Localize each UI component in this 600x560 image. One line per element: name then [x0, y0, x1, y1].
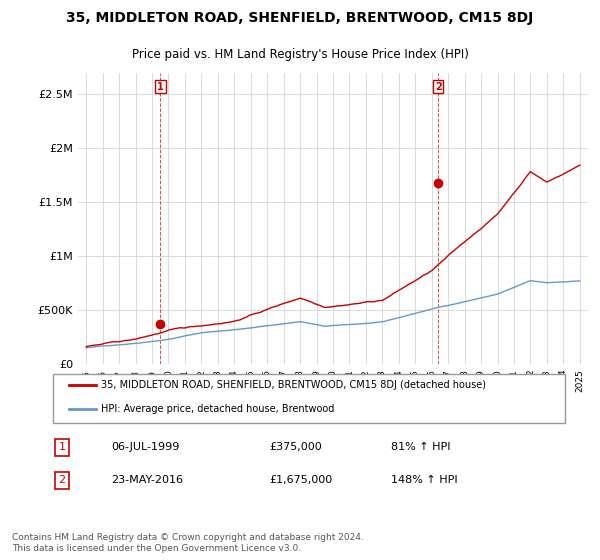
- Text: £375,000: £375,000: [270, 442, 323, 452]
- Text: Price paid vs. HM Land Registry's House Price Index (HPI): Price paid vs. HM Land Registry's House …: [131, 48, 469, 61]
- Text: 06-JUL-1999: 06-JUL-1999: [112, 442, 180, 452]
- FancyBboxPatch shape: [53, 374, 565, 423]
- Text: 148% ↑ HPI: 148% ↑ HPI: [391, 475, 458, 486]
- Text: 81% ↑ HPI: 81% ↑ HPI: [391, 442, 451, 452]
- Text: 1: 1: [59, 442, 65, 452]
- Text: 1: 1: [157, 82, 164, 91]
- Text: 35, MIDDLETON ROAD, SHENFIELD, BRENTWOOD, CM15 8DJ: 35, MIDDLETON ROAD, SHENFIELD, BRENTWOOD…: [67, 11, 533, 25]
- Text: Contains HM Land Registry data © Crown copyright and database right 2024.
This d: Contains HM Land Registry data © Crown c…: [12, 533, 364, 553]
- Text: 35, MIDDLETON ROAD, SHENFIELD, BRENTWOOD, CM15 8DJ (detached house): 35, MIDDLETON ROAD, SHENFIELD, BRENTWOOD…: [101, 380, 486, 390]
- Text: £1,675,000: £1,675,000: [270, 475, 333, 486]
- Text: 2: 2: [435, 82, 442, 91]
- Text: 2: 2: [59, 475, 65, 486]
- Text: 23-MAY-2016: 23-MAY-2016: [112, 475, 184, 486]
- Text: HPI: Average price, detached house, Brentwood: HPI: Average price, detached house, Bren…: [101, 404, 334, 414]
